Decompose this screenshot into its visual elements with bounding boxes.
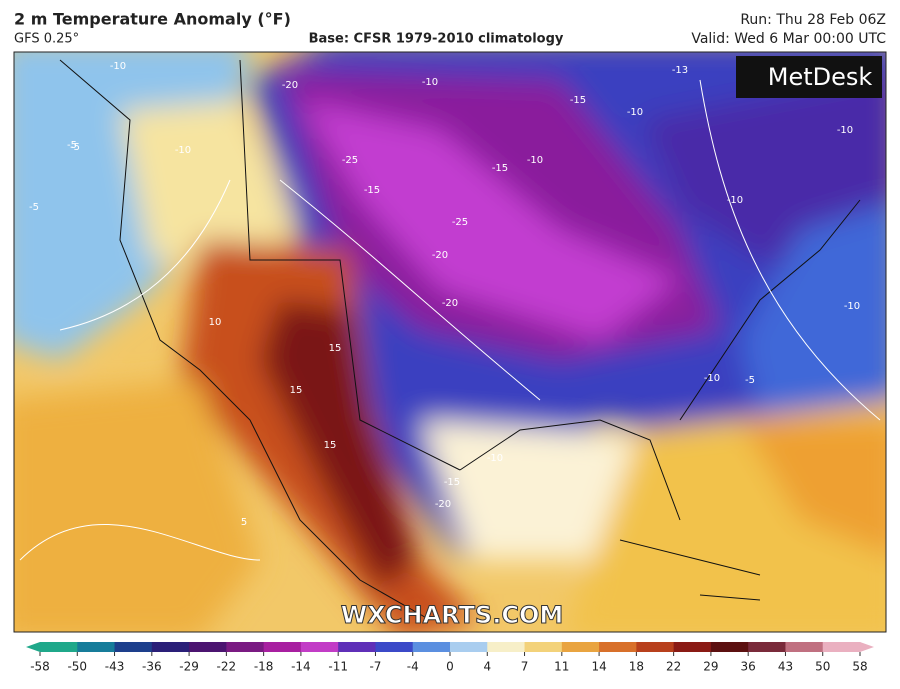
- title: 2 m Temperature Anomaly (°F): [14, 10, 291, 29]
- contour-label: -10: [110, 61, 126, 72]
- field: [260, 300, 420, 590]
- run: Run: Thu 28 Feb 06Z: [740, 12, 886, 28]
- colorbar-swatch: [748, 642, 786, 652]
- colorbar-tick-label: -7: [369, 660, 381, 674]
- colorbar-tick-label: 7: [521, 660, 529, 674]
- contour-label: 15: [329, 343, 342, 354]
- contour-label: -10: [487, 453, 503, 464]
- contour-label: -10: [727, 195, 743, 206]
- colorbar-tick-label: -14: [291, 660, 311, 674]
- colorbar-swatch: [114, 642, 153, 652]
- colorbar-tick-label: 29: [703, 660, 718, 674]
- colorbar-swatch: [822, 642, 861, 652]
- contour-label: -5: [67, 140, 77, 151]
- colorbar-swatch: [77, 642, 116, 652]
- colorbar-swatch: [226, 642, 265, 652]
- colorbar-swatch: [450, 642, 488, 652]
- colorbar-tick-label: 0: [446, 660, 454, 674]
- colorbar-tick-label: 18: [629, 660, 644, 674]
- contour-label: -15: [570, 95, 586, 106]
- colorbar-swatch: [412, 642, 451, 652]
- contour-label: -5: [745, 375, 755, 386]
- contour-label: -20: [435, 499, 451, 510]
- colorbar-swatch: [524, 642, 563, 652]
- colorbar-swatch: [151, 642, 190, 652]
- colorbar-swatch: [673, 642, 712, 652]
- colorbar-swatch: [189, 642, 227, 652]
- colorbar-tick-label: 14: [591, 660, 606, 674]
- colorbar-swatch: [300, 642, 339, 652]
- contour-label: -10: [844, 301, 860, 312]
- field: [740, 204, 886, 420]
- colorbar-tick-label: 22: [666, 660, 681, 674]
- contour-label: -5: [70, 142, 80, 153]
- colorbar-tick-label: 43: [778, 660, 793, 674]
- contour-label: 15: [324, 440, 337, 451]
- contour-label: -25: [342, 155, 358, 166]
- colorbar-tick-label: -36: [142, 660, 162, 674]
- contour-label: -10: [175, 145, 191, 156]
- colorbar-tick-label: 36: [741, 660, 756, 674]
- contour-label: -13: [672, 65, 688, 76]
- contour: [19, 79, 881, 561]
- map: -10 -20 -10 -15 -10 -5 -25 -15 -10 -15 -25 -20 -20 -1…: [14, 52, 886, 632]
- colorbar-swatch: [338, 642, 376, 652]
- colorbar-tick-label: 58: [852, 660, 867, 674]
- contour-label: -10: [704, 373, 720, 384]
- map-frame: [13, 51, 887, 633]
- anomaly-field: [14, 52, 886, 632]
- watermark: WXCHARTS.COM: [341, 601, 563, 629]
- colorbar-tick-label: 4: [483, 660, 491, 674]
- contour-label: -15: [492, 163, 508, 174]
- logo: MetDesk: [768, 63, 873, 91]
- contour-label: -20: [442, 298, 458, 309]
- contour-label: -15: [444, 477, 460, 488]
- contour-label: 15: [290, 385, 303, 396]
- colorbar-arrow-left: [26, 642, 40, 652]
- field: [300, 100, 680, 340]
- colorbar-arrow-right: [860, 642, 874, 652]
- colorbar-swatch: [599, 642, 637, 652]
- logo-box: [736, 56, 882, 98]
- colorbar-tick-label: -11: [328, 660, 348, 674]
- field: [14, 380, 260, 632]
- colorbar-swatch: [487, 642, 526, 652]
- colorbar-tick-label: -50: [67, 660, 87, 674]
- colorbar-swatch: [785, 642, 824, 652]
- field: [740, 420, 886, 555]
- colorbar-swatch: [40, 642, 78, 652]
- contour-label: -25: [452, 217, 468, 228]
- colorbar-tick-label: -43: [105, 660, 125, 674]
- contour-label: -10: [627, 107, 643, 118]
- contour-label: -5: [29, 202, 39, 213]
- contour-label: -20: [432, 250, 448, 261]
- contour-label: 5: [241, 517, 247, 528]
- contour-label: -10: [527, 155, 543, 166]
- contour-label: -10: [837, 125, 853, 136]
- colorbar-swatch: [263, 642, 302, 652]
- field: [120, 100, 300, 260]
- colorbar-tick-label: -22: [217, 660, 237, 674]
- colorbar-tick-label: -29: [179, 660, 199, 674]
- valid: Valid: Wed 6 Mar 00:00 UTC: [691, 31, 886, 47]
- colorbar-tick-label: 50: [815, 660, 830, 674]
- colorbar-swatch: [636, 642, 675, 652]
- contour-label: -15: [364, 185, 380, 196]
- model: GFS 0.25°: [14, 32, 79, 47]
- contour-label: -20: [282, 80, 298, 91]
- colorbar-swatch: [710, 642, 749, 652]
- colorbar-tick-label: -4: [407, 660, 419, 674]
- colorbar-swatch: [561, 642, 600, 652]
- base: Base: CFSR 1979-2010 climatology: [309, 32, 564, 47]
- colorbar-tick-label: 11: [554, 660, 569, 674]
- coastline: [59, 59, 861, 621]
- colorbar-swatch: [375, 642, 414, 652]
- colorbar-tick-label: -58: [30, 660, 50, 674]
- contour-label: -10: [422, 77, 438, 88]
- contour-label: 10: [209, 317, 222, 328]
- colorbar-tick-label: -18: [254, 660, 274, 674]
